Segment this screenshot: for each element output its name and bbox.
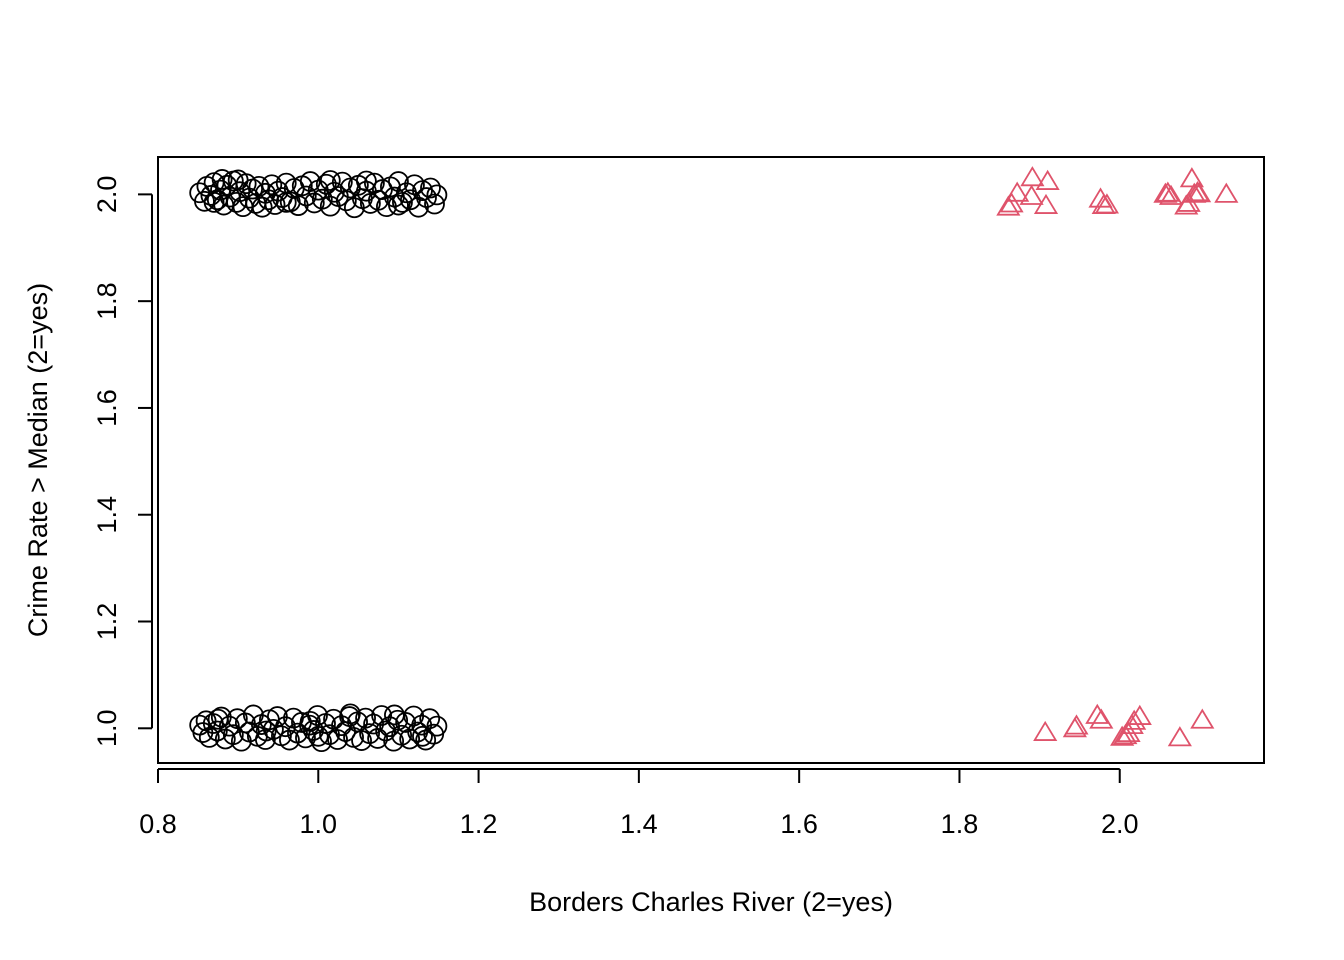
data-point-circle [355, 170, 377, 192]
data-point-triangle [1190, 708, 1215, 729]
data-point-circle [227, 169, 249, 191]
data-point-circle [307, 725, 329, 747]
data-point-circle [388, 171, 409, 192]
data-point-circle [307, 705, 328, 726]
data-point-circle [412, 725, 433, 747]
data-point-circle [388, 194, 409, 216]
x-tick-label: 1.4 [620, 809, 658, 839]
data-point-circle [319, 170, 341, 191]
data-point-circle [367, 728, 388, 749]
data-point-circle [295, 727, 316, 749]
data-point-circle [335, 190, 357, 212]
data-point-triangle [1033, 720, 1058, 741]
data-point-triangle [1127, 704, 1152, 725]
data-point-circle [339, 703, 361, 725]
data-point-triangle [1186, 182, 1212, 203]
data-point-circle [263, 718, 284, 740]
data-point-circle [275, 191, 297, 213]
data-point-circle [261, 174, 283, 196]
data-point-triangle [1179, 167, 1204, 188]
y-tick-label: 1.8 [92, 282, 122, 320]
data-point-circle [424, 193, 445, 215]
x-tick-label: 1.2 [460, 809, 498, 839]
x-tick-label: 0.8 [139, 809, 177, 839]
data-point-triangle [1091, 193, 1116, 214]
plot-frame [157, 156, 1265, 764]
data-point-circle [251, 196, 273, 218]
data-point-triangle [1153, 182, 1178, 203]
data-point-circle [420, 177, 441, 199]
data-point-circle [387, 709, 409, 731]
x-tick-label: 1.0 [300, 809, 338, 839]
data-point-circle [392, 191, 413, 213]
data-point-triangle [1064, 714, 1089, 735]
y-tick-label: 1.0 [92, 710, 122, 748]
data-point-circle [371, 705, 393, 726]
x-axis-title: Borders Charles River (2=yes) [529, 887, 893, 917]
data-point-triangle [996, 195, 1021, 216]
data-point-circle [206, 720, 228, 742]
data-point-circle [211, 169, 233, 190]
data-point-triangle [1085, 703, 1110, 724]
y-tick-label: 1.6 [92, 389, 122, 427]
data-point-triangle [1035, 169, 1060, 190]
data-point-circle [426, 715, 448, 737]
data-point-triangle [1033, 193, 1059, 214]
data-point-triangle [1155, 181, 1180, 202]
data-point-circle [399, 728, 421, 750]
y-tick-label: 1.4 [92, 496, 122, 534]
y-axis: 1.0 1.2 1.4 1.6 1.8 2.0 [92, 176, 153, 748]
data-point-circle [315, 173, 337, 195]
data-point-triangle [1110, 725, 1135, 746]
data-point-circle [279, 729, 300, 751]
points-layer [189, 166, 1239, 753]
data-point-circle [363, 172, 385, 194]
data-point-triangle [1094, 193, 1120, 214]
data-point-triangle [1089, 708, 1114, 729]
data-point-triangle [1167, 726, 1192, 747]
y-tick-label: 1.2 [92, 603, 122, 641]
data-point-circle [207, 708, 229, 730]
data-point-circle [267, 180, 289, 202]
data-point-circle [416, 187, 437, 208]
data-point-triangle [1122, 709, 1147, 730]
data-point-triangle [1214, 182, 1239, 203]
x-axis: 0.8 1.0 1.2 1.4 1.6 1.8 2.0 [139, 768, 1139, 839]
data-point-circle [198, 726, 220, 748]
data-point-circle [384, 704, 405, 726]
data-point-circle [367, 189, 389, 211]
y-axis-title: Crime Rate > Median (2=yes) [23, 283, 53, 637]
y-tick-label: 2.0 [92, 176, 122, 214]
data-point-circle [311, 188, 333, 210]
data-point-triangle [1005, 181, 1030, 202]
data-point-circle [203, 191, 225, 213]
data-point-triangle [1113, 724, 1138, 745]
data-point-circle [222, 724, 244, 746]
data-point-circle [419, 708, 441, 730]
data-point-circle [226, 191, 247, 213]
data-point-triangle [1020, 166, 1045, 187]
x-tick-label: 1.6 [780, 809, 818, 839]
data-point-circle [295, 185, 317, 207]
data-point-triangle [1019, 184, 1044, 205]
x-tick-label: 2.0 [1101, 809, 1139, 839]
data-point-circle [194, 190, 215, 212]
data-point-circle [234, 712, 256, 734]
data-point-circle [255, 720, 277, 742]
data-point-circle [351, 730, 372, 751]
data-point-circle [426, 184, 448, 206]
data-point-triangle [999, 192, 1024, 213]
x-tick-label: 1.8 [941, 809, 979, 839]
data-point-circle [303, 720, 324, 741]
data-point-circle [264, 194, 286, 215]
data-point-triangle [1158, 184, 1184, 205]
